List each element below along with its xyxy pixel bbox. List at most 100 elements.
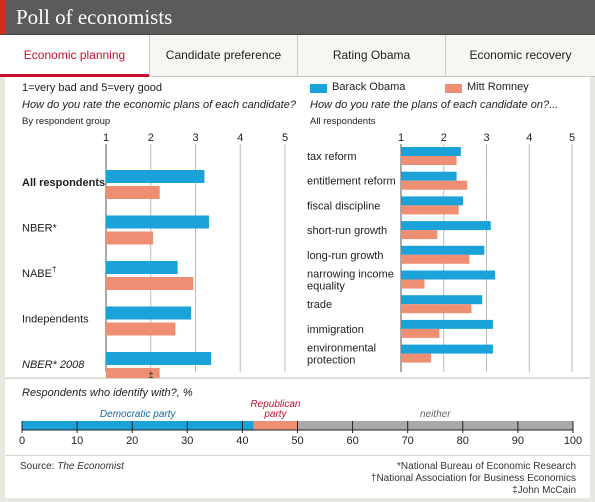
segment-label-neither: neither	[420, 409, 451, 420]
category-label-nber: NBER*	[22, 223, 58, 235]
tick-label-bottom-40: 40	[236, 435, 248, 447]
bar-romney-entitlement-reform	[401, 180, 468, 190]
page-title: Poll of economists	[16, 5, 173, 29]
tick-label-left-1: 1	[103, 132, 109, 144]
tick-label-bottom-50: 50	[291, 435, 303, 447]
tick-label-right-2: 2	[441, 132, 447, 144]
right-subtitle: All respondents	[310, 116, 376, 127]
category-label-immigration: immigration	[307, 324, 364, 336]
bar-romney-fiscal-discipline	[401, 205, 459, 215]
main-chart-panel: 1=very bad and 5=very good How do you ra…	[5, 77, 590, 382]
tick-label-right-5: 5	[569, 132, 575, 144]
bar-obama-environmental-protection	[401, 344, 493, 354]
bar-obama-trade	[401, 295, 483, 305]
source-name: The Economist	[57, 461, 124, 472]
bar-romney-environmental-protection	[401, 353, 431, 363]
tick-label-right-3: 3	[483, 132, 489, 144]
bar-romney-immigration	[401, 328, 440, 338]
source-line: Source: The Economist	[20, 461, 124, 472]
category-label-trade: trade	[307, 299, 332, 311]
legend-swatch-romney	[445, 84, 462, 93]
tick-label-bottom-60: 60	[346, 435, 358, 447]
bar-obama-independents	[106, 306, 192, 320]
tab-economic-recovery[interactable]: Economic recovery	[469, 48, 572, 62]
legend-label-romney: Mitt Romney	[467, 81, 529, 93]
bar-obama-immigration	[401, 319, 493, 329]
tab-candidate-preference[interactable]: Candidate preference	[150, 35, 298, 76]
bar-obama-fiscal-discipline	[401, 196, 463, 206]
segment-label-democratic-party: Democratic party	[100, 409, 177, 420]
title-bar: Poll of economists	[0, 0, 595, 35]
footnote-nabe: †National Association for Business Econo…	[370, 473, 576, 484]
tick-label-bottom-30: 30	[181, 435, 193, 447]
chart-party-identification: Democratic party Republican party neither 0 1…	[19, 399, 582, 447]
category-label-narrowing-income-equality: narrowing income equality	[307, 269, 394, 293]
tick-label-bottom-0: 0	[19, 435, 25, 447]
bar-obama-tax-reform	[401, 147, 461, 156]
footer: Source: The Economist *National Bureau o…	[5, 455, 590, 498]
left-question: How do you rate the economic plans of ea…	[22, 99, 296, 111]
legend-swatch-obama	[310, 84, 327, 93]
bar-obama-narrowing-income-equality	[401, 270, 496, 280]
bar-obama-nabe	[106, 261, 178, 274]
bar-segment-republican-party	[253, 421, 298, 430]
tab-rating-obama[interactable]: Rating Obama	[298, 35, 446, 76]
chart-by-policy-area: 1 2 3 4 5 tax reform entitlement reform fiscal …	[307, 132, 575, 372]
tick-label-left-5: 5	[282, 132, 288, 144]
tick-label-bottom-70: 70	[402, 435, 414, 447]
tick-label-left-4: 4	[237, 132, 243, 144]
bar-romney-nber-2008	[106, 368, 160, 381]
chart-by-respondent-group: 1 2 3 4 5 All respondents NBER* NABE† Independen…	[22, 132, 288, 382]
tick-label-bottom-80: 80	[457, 435, 469, 447]
footnote-nber: *National Bureau of Economic Research	[397, 461, 576, 472]
bar-romney-nabe	[106, 277, 194, 290]
tick-label-bottom-100: 100	[564, 435, 582, 447]
bar-segment-neither	[297, 421, 573, 430]
tick-label-bottom-10: 10	[71, 435, 83, 447]
bottom-question: Respondents who identify with?, %	[22, 387, 193, 399]
bar-romney-tax-reform	[401, 156, 457, 165]
category-label-long-run-growth: long-run growth	[307, 250, 383, 262]
bar-romney-long-run-growth	[401, 254, 470, 264]
footnote-mccain: ‡John McCain	[512, 485, 576, 496]
bar-obama-nber	[106, 215, 209, 229]
category-label-independents: Independents	[22, 314, 89, 326]
category-label-environmental-protection: environmental protection	[307, 343, 376, 367]
bar-obama-long-run-growth	[401, 245, 485, 255]
bar-segment-democratic-party	[22, 421, 254, 430]
category-label-fiscal-discipline: fiscal discipline	[307, 200, 380, 212]
legend-label-obama: Barack Obama	[332, 81, 406, 93]
annotation-mccain: ‡	[148, 371, 154, 382]
tick-label-right-1: 1	[398, 132, 404, 144]
bar-romney-short-run-growth	[401, 230, 438, 240]
party-identification-panel: Respondents who identify with?, % Democr…	[5, 378, 590, 455]
bar-obama-all-respondents	[106, 170, 205, 183]
category-label-all-respondents: All respondents	[22, 177, 105, 189]
tick-label-right-4: 4	[526, 132, 532, 144]
tab-economic-planning[interactable]: Economic planning	[0, 35, 150, 77]
bar-obama-short-run-growth	[401, 221, 491, 231]
bar-romney-trade	[401, 304, 472, 314]
bar-romney-independents	[106, 322, 176, 336]
category-label-nabe: NABE†	[22, 265, 56, 280]
category-label-entitlement-reform: entitlement reform	[307, 176, 396, 188]
bar-romney-narrowing-income-equality	[401, 279, 425, 289]
left-subtitle: By respondent group	[22, 116, 111, 127]
bar-romney-all-respondents	[106, 186, 160, 199]
bar-romney-nber	[106, 231, 153, 245]
scale-note: 1=very bad and 5=very good	[22, 82, 163, 94]
right-question: How do you rate the plans of each candid…	[310, 99, 559, 111]
tick-label-bottom-90: 90	[512, 435, 524, 447]
bar-obama-nber-2008	[106, 352, 212, 365]
category-label-nber-2008: NBER* 2008	[22, 359, 85, 371]
tick-label-left-2: 2	[148, 132, 154, 144]
tab-bar: Economic planning Candidate preference R…	[0, 35, 595, 77]
bar-obama-entitlement-reform	[401, 171, 457, 181]
category-label-tax-reform: tax reform	[307, 151, 357, 163]
segment-label-republican-party: Republican party	[250, 399, 300, 420]
source-label: Source:	[20, 461, 55, 472]
title-accent	[0, 0, 6, 34]
category-label-short-run-growth: short-run growth	[307, 225, 387, 237]
tick-label-left-3: 3	[192, 132, 198, 144]
tick-label-bottom-20: 20	[126, 435, 138, 447]
